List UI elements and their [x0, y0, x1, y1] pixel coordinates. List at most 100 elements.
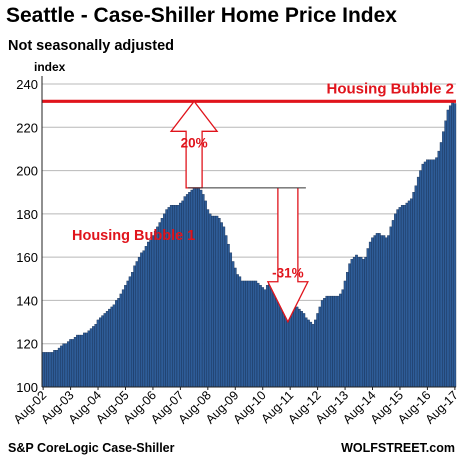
bar [147, 241, 150, 388]
bar [44, 352, 47, 388]
bar [110, 306, 114, 388]
bar [259, 285, 262, 388]
bar [423, 161, 427, 388]
bar [142, 250, 146, 388]
bar [396, 209, 399, 388]
bar [295, 306, 299, 388]
bar [92, 326, 95, 388]
bar [352, 256, 356, 388]
bar [124, 285, 127, 388]
bar [112, 304, 116, 388]
bar [314, 319, 317, 388]
bar [78, 334, 82, 388]
bar [238, 276, 242, 388]
bar [119, 293, 123, 388]
bar [426, 159, 429, 388]
bar [334, 295, 338, 388]
bar [373, 235, 377, 388]
bar [364, 256, 367, 388]
bar [151, 235, 155, 388]
bar [339, 293, 342, 388]
bar [213, 215, 217, 388]
down-arrow-31pct [266, 187, 309, 324]
bar [325, 295, 329, 388]
bar [60, 345, 63, 388]
bar [343, 280, 347, 388]
bar [304, 317, 308, 388]
bar [382, 235, 386, 388]
bar [99, 317, 102, 388]
bar [412, 192, 416, 388]
bar [105, 311, 109, 388]
y-tick-label: 180 [16, 207, 38, 222]
bar [201, 194, 205, 388]
bar [64, 343, 68, 388]
bar [357, 256, 361, 388]
bar [192, 187, 196, 388]
bar [416, 176, 420, 388]
bar [302, 313, 306, 388]
bar [69, 339, 72, 388]
bar [389, 226, 393, 388]
bar [263, 289, 267, 388]
y-tick-label: 100 [16, 380, 38, 395]
bar [137, 256, 141, 388]
bar [371, 237, 374, 388]
bar [211, 215, 214, 388]
bar [231, 261, 235, 388]
bar [208, 213, 212, 388]
bar [82, 332, 86, 388]
bar [332, 295, 335, 388]
bar [103, 313, 107, 388]
bar [224, 235, 228, 388]
chart-subtitle: Not seasonally adjusted [8, 38, 174, 54]
bar [327, 295, 331, 388]
bars [41, 101, 457, 388]
y-tick-label: 160 [16, 250, 38, 265]
bar [448, 105, 452, 388]
bar [375, 233, 379, 388]
annotations: Housing Bubble 2 Housing Bubble 1 -31% 2… [42, 80, 456, 324]
bar [398, 207, 402, 388]
bar [197, 187, 200, 388]
bar [121, 289, 125, 388]
bar [350, 259, 354, 388]
bar [419, 170, 422, 388]
bar [394, 213, 397, 388]
bar [206, 209, 210, 388]
bar [249, 280, 253, 388]
bar [87, 330, 91, 388]
bar [437, 150, 441, 388]
bar [378, 233, 381, 388]
bar [73, 337, 77, 388]
bar [156, 226, 159, 388]
bar [115, 300, 118, 388]
bar [153, 230, 157, 388]
bar [362, 259, 365, 388]
bar [439, 142, 443, 388]
bar [55, 350, 59, 388]
bar [50, 352, 54, 388]
bar [217, 218, 221, 388]
bar [298, 308, 301, 388]
bar [256, 282, 260, 388]
bar [336, 295, 340, 388]
bar [410, 198, 413, 388]
bar [94, 324, 98, 388]
bar [330, 295, 333, 388]
bar [158, 222, 162, 388]
bar [62, 343, 66, 388]
y-tick-label: 220 [16, 120, 38, 135]
bar [453, 103, 457, 388]
up-arrow-20pct [169, 100, 219, 189]
bar [46, 352, 50, 388]
bar [384, 237, 388, 388]
bar [391, 220, 395, 388]
bar [421, 163, 425, 388]
bar [320, 300, 324, 388]
bar [243, 280, 246, 388]
bar [236, 274, 239, 388]
bar [405, 202, 409, 388]
bar [316, 313, 319, 388]
brand-label: WOLFSTREET.com [341, 441, 455, 455]
